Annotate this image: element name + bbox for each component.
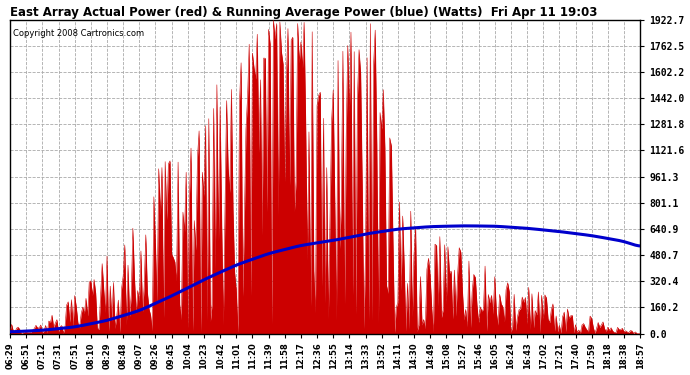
Text: Copyright 2008 Cartronics.com: Copyright 2008 Cartronics.com	[13, 29, 144, 38]
Text: East Array Actual Power (red) & Running Average Power (blue) (Watts)  Fri Apr 11: East Array Actual Power (red) & Running …	[10, 6, 598, 18]
